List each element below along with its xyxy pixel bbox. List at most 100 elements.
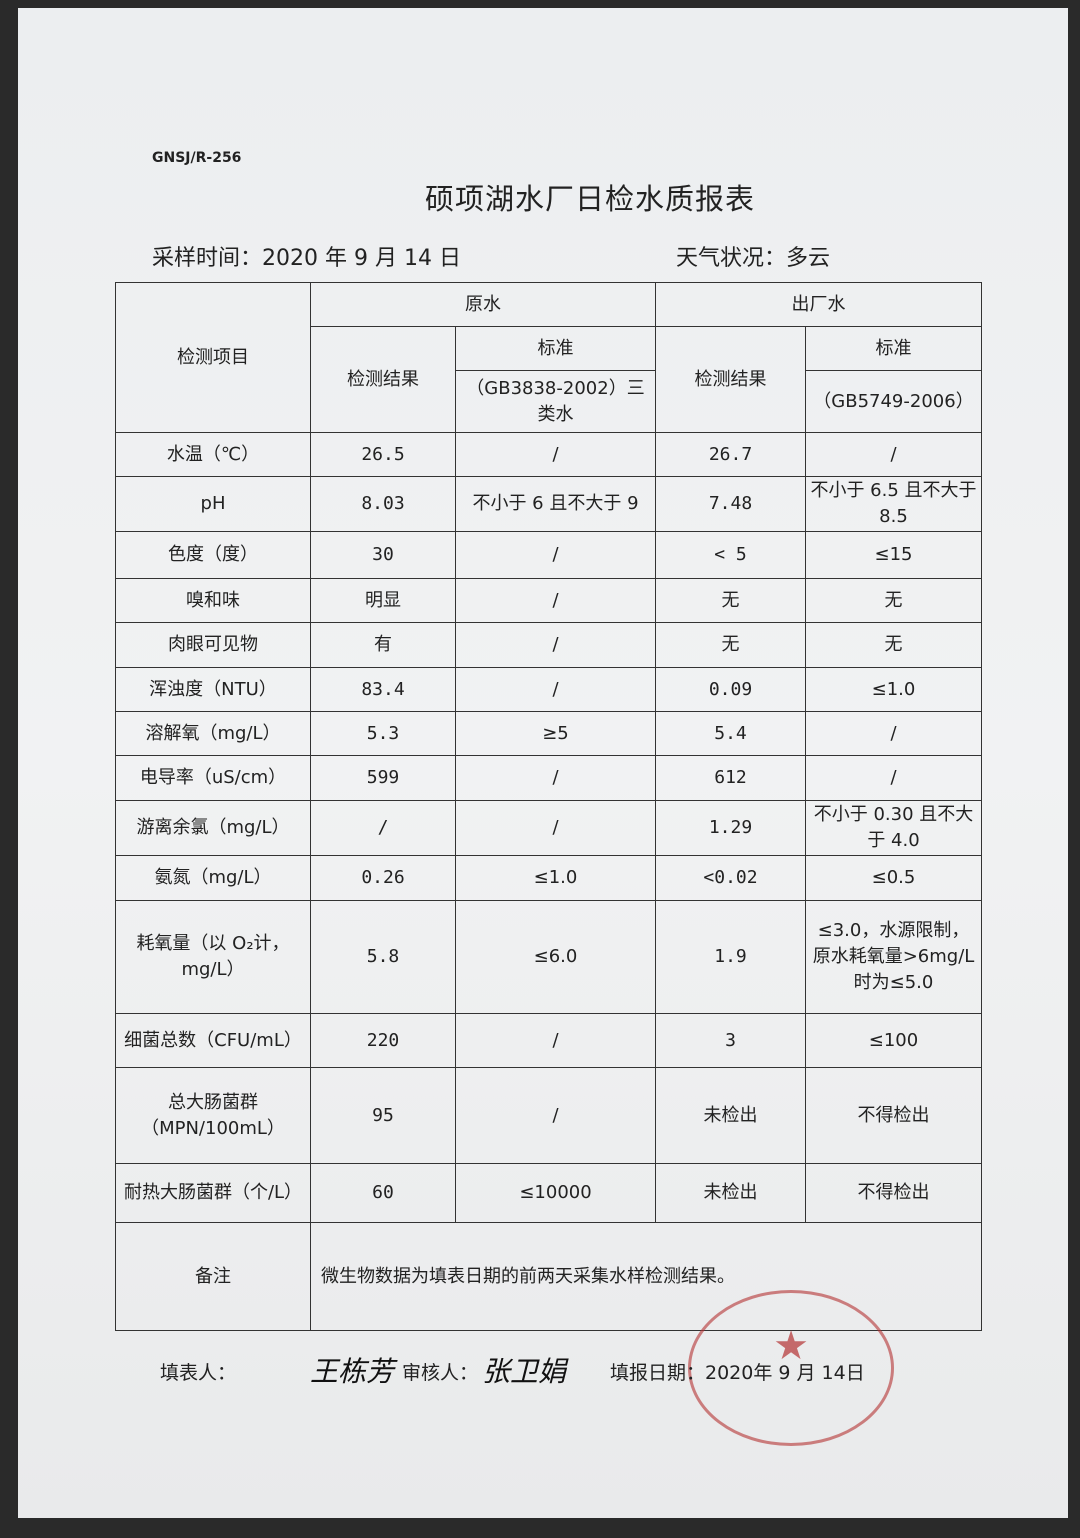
- reviewer-signature: 张卫娟: [482, 1355, 567, 1388]
- date-label: 填报日期：: [610, 1362, 706, 1384]
- out-result: 5.4: [655, 711, 806, 756]
- raw-standard: /: [455, 622, 656, 668]
- item-name: 溶解氧（mg/L）: [115, 711, 311, 756]
- header-item: 检测项目: [115, 282, 311, 433]
- remark-label: 备注: [115, 1222, 311, 1331]
- item-name: 电导率（uS/cm）: [115, 755, 311, 801]
- out-standard: 不得检出: [805, 1067, 982, 1164]
- raw-standard: /: [455, 1067, 656, 1164]
- item-name: 嗅和味: [115, 578, 311, 623]
- table-row: 嗅和味 明显 / 无无: [115, 578, 982, 623]
- out-result: 未检出: [655, 1163, 806, 1223]
- out-result: <0.02: [655, 855, 806, 901]
- out-standard-ref: （GB5749-2006）: [805, 370, 982, 433]
- item-name: 游离余氯（mg/L）: [115, 800, 311, 856]
- raw-standard: ≥5: [455, 711, 656, 756]
- out-result: 3: [655, 1013, 806, 1068]
- raw-result: 30: [310, 531, 456, 579]
- out-result: 0.09: [655, 667, 806, 712]
- raw-standard: /: [455, 800, 656, 856]
- header-raw-standard: 标准: [455, 326, 656, 371]
- out-standard: 不小于 0.30 且不大于 4.0: [805, 800, 982, 856]
- raw-standard-ref: （GB3838-2002）三类水: [455, 370, 656, 433]
- raw-standard: 不小于 6 且不大于 9: [455, 476, 656, 532]
- table-row: 电导率（uS/cm） 599/612/: [115, 755, 982, 801]
- table-row: 氨氮（mg/L） 0.26 ≤1.0 <0.02 ≤0.5: [115, 855, 982, 901]
- raw-standard: ≤6.0: [455, 900, 656, 1014]
- out-result: 1.9: [655, 900, 806, 1014]
- reviewer-label: 审核人：: [402, 1362, 479, 1384]
- out-result: 未检出: [655, 1067, 806, 1164]
- out-standard: ≤15: [805, 531, 982, 579]
- header-out-standard: 标准: [805, 326, 982, 371]
- table-row: 游离余氯（mg/L） //1.29 不小于 0.30 且不大于 4.0: [115, 800, 982, 856]
- remark-text: 微生物数据为填表日期的前两天采集水样检测结果。: [310, 1222, 982, 1331]
- raw-result: 5.8: [310, 900, 456, 1014]
- out-standard: /: [805, 432, 982, 477]
- out-standard: ≤100: [805, 1013, 982, 1068]
- table-row: 溶解氧（mg/L） 5.3 ≥5 5.4/: [115, 711, 982, 756]
- raw-result: 60: [310, 1163, 456, 1223]
- out-standard: 无: [805, 622, 982, 668]
- item-name: 细菌总数（CFU/mL）: [115, 1013, 311, 1068]
- raw-standard: /: [455, 531, 656, 579]
- raw-result: 有: [310, 622, 456, 668]
- raw-standard: ≤10000: [455, 1163, 656, 1223]
- table-row: 耗氧量（以 O₂计，mg/L） 5.8 ≤6.0 1.9 ≤3.0，水源限制，原水耗氧量…: [115, 900, 982, 1014]
- item-name: pH: [115, 476, 311, 532]
- raw-standard: /: [455, 755, 656, 801]
- raw-standard: ≤1.0: [455, 855, 656, 901]
- weather: 天气状况：多云: [676, 246, 831, 271]
- filler-signature: 王栋芳: [310, 1355, 395, 1388]
- out-result: 1.29: [655, 800, 806, 856]
- table-row: 色度（度） 30/< 5 ≤15: [115, 531, 982, 579]
- item-name: 总大肠菌群（MPN/100mL）: [115, 1067, 311, 1164]
- item-name: 耗氧量（以 O₂计，mg/L）: [115, 900, 311, 1014]
- out-standard: /: [805, 711, 982, 756]
- raw-result: /: [310, 800, 456, 856]
- item-name: 耐热大肠菌群（个/L）: [115, 1163, 311, 1223]
- raw-standard: /: [455, 1013, 656, 1068]
- out-result: 26.7: [655, 432, 806, 477]
- document-code: GNSJ/R-256: [152, 150, 242, 166]
- sampling-time: 采样时间：2020 年 9 月 14 日: [152, 246, 461, 271]
- page-title: 硕项湖水厂日检水质报表: [424, 182, 755, 216]
- out-result: 612: [655, 755, 806, 801]
- out-standard: ≤1.0: [805, 667, 982, 712]
- header-raw-result: 检测结果: [310, 326, 456, 433]
- raw-result: 明显: [310, 578, 456, 623]
- table-row: 浑浊度（NTU） 83.4/0.09 ≤1.0: [115, 667, 982, 712]
- header-raw: 原水: [310, 282, 656, 327]
- item-name: 肉眼可见物: [115, 622, 311, 668]
- raw-result: 83.4: [310, 667, 456, 712]
- raw-result: 26.5: [310, 432, 456, 477]
- raw-result: 0.26: [310, 855, 456, 901]
- raw-standard: /: [455, 578, 656, 623]
- out-standard: 不得检出: [805, 1163, 982, 1223]
- out-standard: ≤0.5: [805, 855, 982, 901]
- table-row: 水温（℃） 26.5/26.7/: [115, 432, 982, 477]
- header-out-result: 检测结果: [655, 326, 806, 433]
- raw-result: 95: [310, 1067, 456, 1164]
- item-name: 色度（度）: [115, 531, 311, 579]
- raw-result: 5.3: [310, 711, 456, 756]
- table-row: 总大肠菌群（MPN/100mL） 95/未检出 不得检出: [115, 1067, 982, 1164]
- out-standard: 无: [805, 578, 982, 623]
- water-quality-table: 检测项目 原水 出厂水 检测结果 标准 检测结果 标准 （GB3838-2002…: [115, 282, 982, 1331]
- out-result: 无: [655, 622, 806, 668]
- table-row: 肉眼可见物有 / 无无: [115, 622, 982, 668]
- table-row: 细菌总数（CFU/mL） 220/3 ≤100: [115, 1013, 982, 1068]
- item-name: 浑浊度（NTU）: [115, 667, 311, 712]
- out-result: 无: [655, 578, 806, 623]
- out-standard: /: [805, 755, 982, 801]
- item-name: 氨氮（mg/L）: [115, 855, 311, 901]
- raw-standard: /: [455, 432, 656, 477]
- filler-label: 填表人：: [160, 1362, 237, 1384]
- out-result: < 5: [655, 531, 806, 579]
- raw-result: 599: [310, 755, 456, 801]
- out-standard: 不小于 6.5 且不大于 8.5: [805, 476, 982, 532]
- raw-result: 220: [310, 1013, 456, 1068]
- header-out: 出厂水: [655, 282, 982, 327]
- out-result: 7.48: [655, 476, 806, 532]
- raw-result: 8.03: [310, 476, 456, 532]
